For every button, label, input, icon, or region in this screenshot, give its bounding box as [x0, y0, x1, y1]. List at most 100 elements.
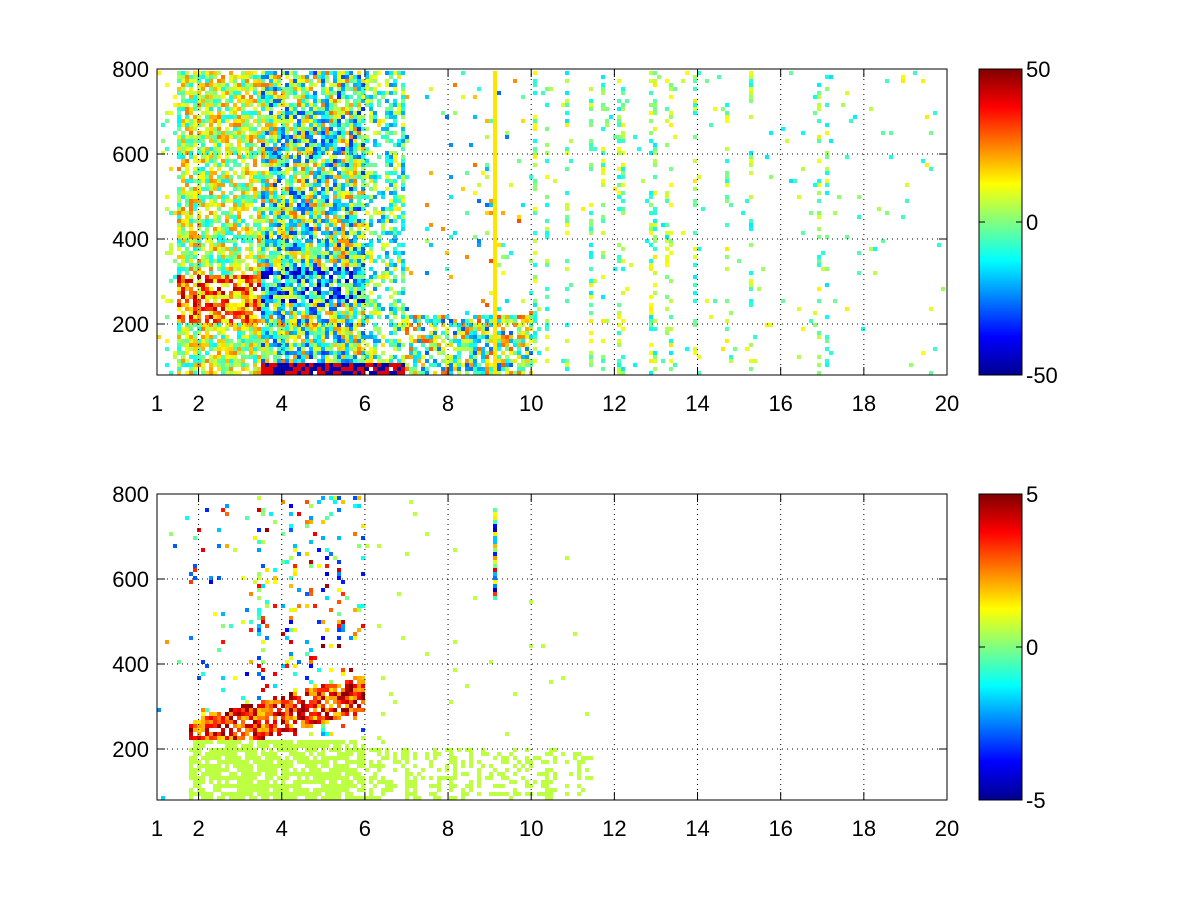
heatmap-cell	[477, 239, 481, 243]
heatmap-cell	[181, 223, 185, 227]
heatmap-cell	[185, 71, 189, 75]
heatmap-cell	[361, 315, 365, 319]
heatmap-cell	[493, 271, 497, 275]
heatmap-cell	[325, 323, 329, 327]
heatmap-cell	[365, 279, 369, 283]
heatmap-cell	[349, 219, 353, 223]
heatmap-cell	[281, 255, 285, 259]
heatmap-cell	[265, 716, 269, 720]
heatmap-cell	[921, 351, 925, 355]
heatmap-cell	[649, 131, 653, 135]
heatmap-cell	[445, 315, 449, 319]
heatmap-cell	[233, 343, 237, 347]
heatmap-cell	[181, 255, 185, 259]
heatmap-cell	[225, 255, 229, 259]
heatmap-cell	[253, 199, 257, 203]
heatmap-cell	[209, 776, 213, 780]
heatmap-cell	[237, 95, 241, 99]
heatmap-cell	[869, 107, 873, 111]
heatmap-cell	[269, 159, 273, 163]
heatmap-cell	[317, 359, 321, 363]
heatmap-cell	[481, 347, 485, 351]
heatmap-cell	[485, 231, 489, 235]
heatmap-cell	[329, 111, 333, 115]
heatmap-cell	[193, 335, 197, 339]
heatmap-cell	[205, 83, 209, 87]
heatmap-cell	[589, 351, 593, 355]
heatmap-cell	[305, 211, 309, 215]
heatmap-cell	[225, 283, 229, 287]
heatmap-cell	[185, 183, 189, 187]
heatmap-cell	[205, 71, 209, 75]
heatmap-cell	[245, 123, 249, 127]
heatmap-cell	[357, 219, 361, 223]
heatmap-cell	[209, 155, 213, 159]
heatmap-cell	[293, 87, 297, 91]
heatmap-cell	[337, 75, 341, 79]
heatmap-cell	[621, 131, 625, 135]
heatmap-cell	[237, 263, 241, 267]
heatmap-cell	[321, 131, 325, 135]
heatmap-cell	[653, 71, 657, 75]
heatmap-cell	[489, 203, 493, 207]
heatmap-cell	[285, 187, 289, 191]
heatmap-cell	[533, 211, 537, 215]
heatmap-cell	[565, 207, 569, 211]
heatmap-cell	[245, 728, 249, 732]
heatmap-cell	[721, 107, 725, 111]
heatmap-cell	[333, 159, 337, 163]
heatmap-cell	[493, 135, 497, 139]
heatmap-cell	[337, 171, 341, 175]
heatmap-cell	[373, 179, 377, 183]
heatmap-cell	[601, 179, 605, 183]
heatmap-cell	[293, 291, 297, 295]
heatmap-cell	[245, 83, 249, 87]
heatmap-cell	[297, 203, 301, 207]
heatmap-cell	[617, 207, 621, 211]
heatmap-cell	[541, 91, 545, 95]
heatmap-cell	[221, 235, 225, 239]
heatmap-cell	[189, 319, 193, 323]
heatmap-cell	[361, 127, 365, 131]
heatmap-cell	[385, 91, 389, 95]
heatmap-cell	[325, 327, 329, 331]
heatmap-cell	[265, 604, 269, 608]
heatmap-cell	[601, 219, 605, 223]
heatmap-cell	[817, 135, 821, 139]
heatmap-cell	[393, 159, 397, 163]
heatmap-cell	[281, 363, 285, 367]
heatmap-cell	[265, 780, 269, 784]
heatmap-cell	[169, 247, 173, 251]
heatmap-cell	[265, 728, 269, 732]
heatmap-cell	[337, 323, 341, 327]
heatmap-cell	[249, 708, 253, 712]
heatmap-cell	[457, 339, 461, 343]
heatmap-cell	[397, 75, 401, 79]
heatmap-cell	[349, 87, 353, 91]
heatmap-cell	[457, 363, 461, 367]
heatmap-cell	[669, 251, 673, 255]
heatmap-cell	[341, 299, 345, 303]
heatmap-cell	[817, 139, 821, 143]
heatmap-cell	[201, 323, 205, 327]
heatmap-cell	[189, 99, 193, 103]
heatmap-cell	[169, 299, 173, 303]
heatmap-cell	[377, 295, 381, 299]
heatmap-cell	[257, 147, 261, 151]
heatmap-cell	[669, 231, 673, 235]
heatmap-cell	[361, 175, 365, 179]
heatmap-cell	[321, 83, 325, 87]
heatmap-cell	[461, 187, 465, 191]
heatmap-cell	[257, 235, 261, 239]
heatmap-cell	[205, 331, 209, 335]
heatmap-cell	[333, 223, 337, 227]
heatmap-cell	[489, 199, 493, 203]
x-tick-label: 10	[519, 391, 543, 416]
heatmap-cell	[297, 311, 301, 315]
heatmap-cell	[313, 159, 317, 163]
heatmap-cell	[213, 327, 217, 331]
heatmap-cell	[693, 187, 697, 191]
heatmap-cell	[245, 91, 249, 95]
heatmap-cell	[325, 163, 329, 167]
heatmap-cell	[209, 343, 213, 347]
